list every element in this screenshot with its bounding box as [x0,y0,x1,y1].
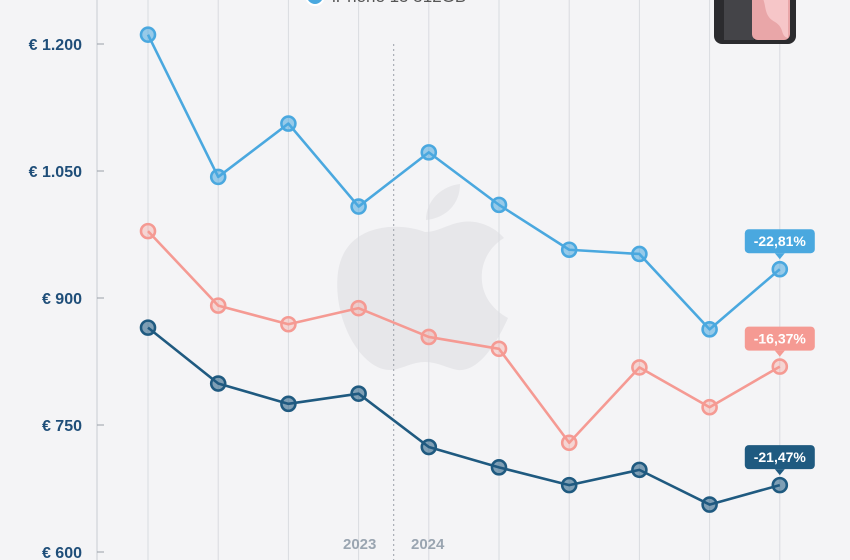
data-point [560,241,578,259]
y-tick-label: € 750 [42,418,82,435]
badge-box [744,445,815,470]
badge-pointer [774,469,785,476]
y-axis: € 600 € 750 € 900 € 1.050 € 1.200 [29,0,104,560]
series-0 [139,26,789,338]
apple-body-shape [337,221,508,371]
series-layer [139,26,789,513]
badge-label: -21,47% [754,449,807,465]
data-point [350,385,367,402]
phone-highlight [763,0,788,38]
y-tick-label: € 600 [42,545,82,560]
legend-swatch [305,0,325,6]
data-point [350,299,367,317]
data-point [771,358,789,375]
data-point [139,319,157,336]
data-point [280,315,297,333]
phone-image [714,0,796,44]
data-point [771,260,789,278]
apple-leaf-shape [426,184,460,220]
badge-pointer [774,253,785,260]
year-label: 2024 [411,536,445,553]
data-point [631,359,648,376]
series-1 [139,222,789,452]
badge-pointer [774,350,785,357]
data-point [771,476,789,494]
x-axis: 2023 2024 [343,536,445,553]
change-badge: -22,81% [744,229,815,260]
data-point [490,340,508,358]
badge-label: -16,37% [754,331,807,347]
data-point [631,461,648,479]
y-tick-label: € 1.200 [29,37,82,54]
badge-box [744,229,815,254]
data-point [209,375,227,392]
data-point [701,321,718,338]
data-point [701,496,718,513]
year-label: 2023 [343,536,376,553]
change-badges: -22,81% -16,37% -21,47% [744,229,815,476]
data-point [209,168,227,186]
legend-label: iPhone 15 512GB [332,0,466,6]
series-line [147,230,781,445]
data-point [701,398,718,416]
data-point [560,434,578,452]
data-point [280,395,297,413]
change-badge: -21,47% [744,445,815,476]
data-point [420,144,438,161]
badge-box [744,326,815,351]
data-point [280,115,297,132]
legend: iPhone 15 512GB [305,0,466,6]
data-point [490,196,508,214]
y-tick-label: € 900 [42,291,82,308]
badge-label: -22,81% [754,233,807,249]
series-line [147,326,781,506]
data-point [490,459,508,476]
series-2 [139,319,789,513]
data-point [420,328,438,346]
data-point [560,476,578,494]
change-badge: -16,37% [744,326,815,357]
apple-logo-watermark [337,184,508,371]
data-point [139,26,157,43]
data-point [631,245,648,263]
data-point [209,297,227,314]
series-line [146,34,781,331]
data-point [139,222,157,240]
y-tick-label: € 1.050 [29,164,82,181]
phone-edge [724,0,754,40]
data-point [350,198,367,215]
data-point [420,438,438,456]
